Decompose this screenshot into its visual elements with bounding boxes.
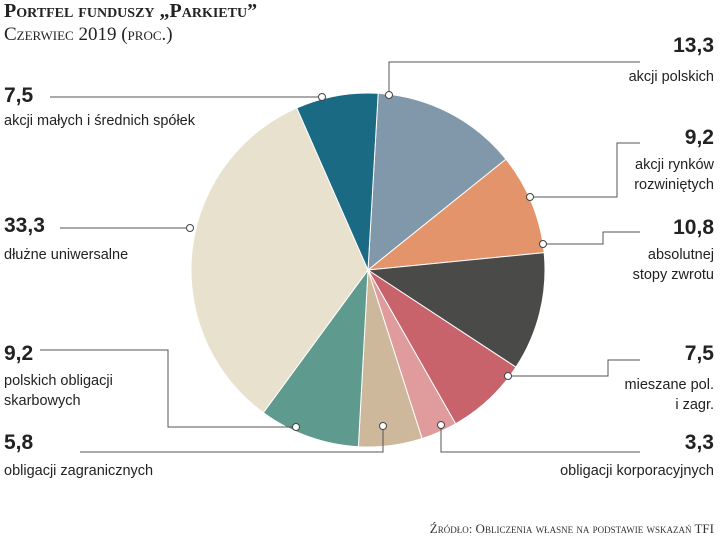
value-label: 5,8 xyxy=(4,431,34,454)
value-label: 7,5 xyxy=(684,342,714,365)
category-label: dłużne uniwersalne xyxy=(4,247,129,263)
leader-line xyxy=(388,61,640,95)
category-label: absolutnej stopy zwrotu xyxy=(632,247,714,283)
leader-dot xyxy=(504,372,512,380)
leader-dot xyxy=(318,93,326,101)
category-label: akcji małych i średnich spółek xyxy=(4,113,195,129)
value-label: 33,3 xyxy=(4,214,45,237)
leader-line xyxy=(543,231,640,245)
category-label: obligacji zagranicznych xyxy=(4,463,154,479)
leader-dot xyxy=(379,422,387,430)
value-label: 10,8 xyxy=(673,216,714,239)
leader-dot xyxy=(539,240,547,248)
leader-dot xyxy=(292,423,300,431)
pie-slice xyxy=(366,252,546,368)
category-label: akcji polskich xyxy=(628,69,714,85)
value-label: 9,2 xyxy=(684,126,714,149)
category-label: polskich obligacji skarbowych xyxy=(4,373,113,409)
chart-subtitle: Czerwiec 2019 (proc.) xyxy=(4,24,173,45)
category-label: obligacji korporacyjnych xyxy=(560,463,714,479)
pie-slice xyxy=(190,107,369,414)
leader-dot xyxy=(437,421,445,429)
pie-slice xyxy=(262,268,369,448)
value-label: 13,3 xyxy=(673,34,714,57)
value-label: 9,2 xyxy=(4,342,34,365)
leader-line xyxy=(40,349,296,428)
leader-line xyxy=(440,425,640,453)
pie-slice xyxy=(366,158,545,271)
leader-dot xyxy=(526,193,534,201)
leader-dot xyxy=(385,91,393,99)
leader-line xyxy=(530,142,640,198)
category-label: mieszane pol. i zagr. xyxy=(624,377,714,413)
chart-title: Portfel funduszy „Parkietu” xyxy=(4,0,258,22)
category-label: akcji rynków rozwiniętych xyxy=(634,157,714,193)
pie-slice xyxy=(296,92,379,271)
leader-dot xyxy=(186,224,194,232)
source-note: Źródło: Obliczenia własne na podstawie w… xyxy=(429,521,714,536)
leader-line xyxy=(508,359,640,377)
leader-line xyxy=(80,426,384,453)
value-label: 7,5 xyxy=(4,84,34,107)
value-label: 3,3 xyxy=(684,431,714,454)
